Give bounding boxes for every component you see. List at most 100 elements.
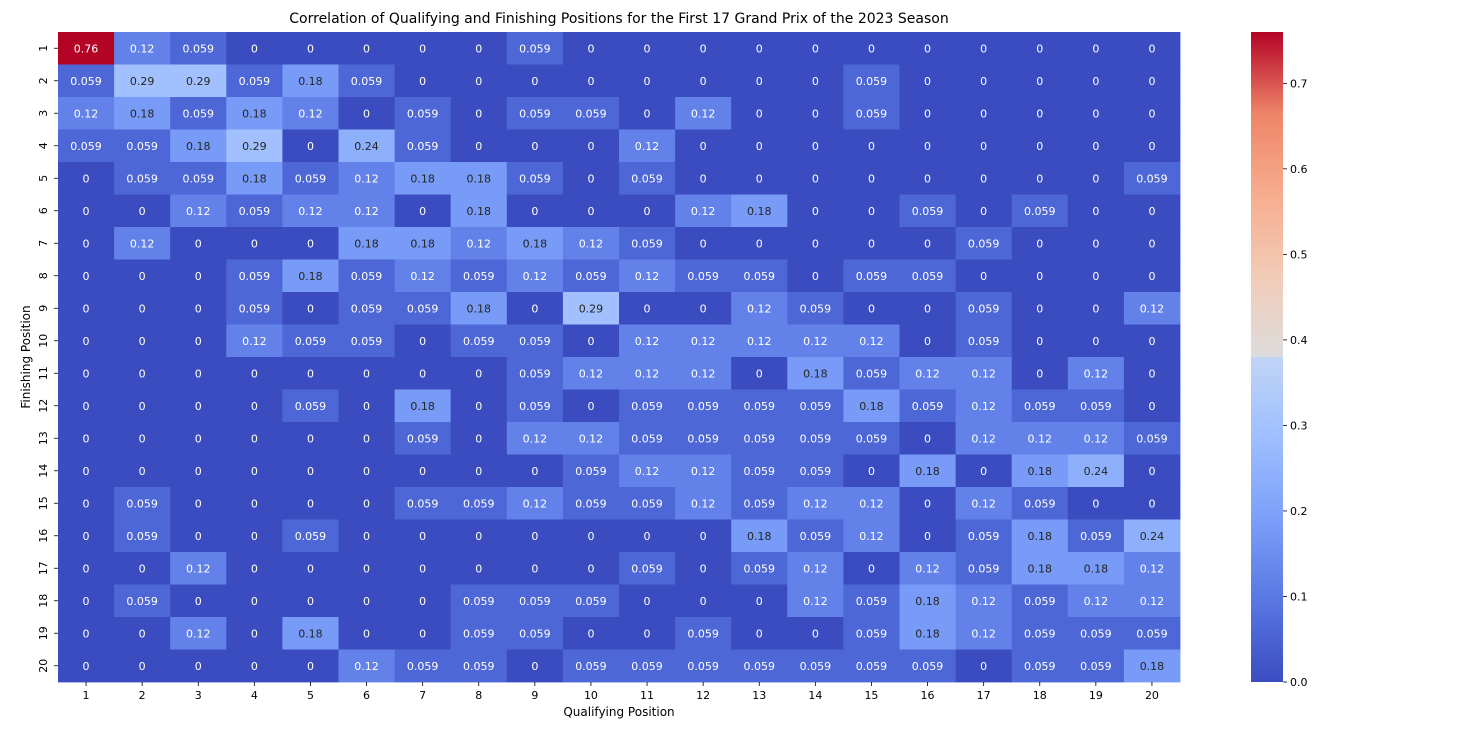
cell-value-label: 0 bbox=[587, 42, 594, 55]
heatmap-cell-labels: 0.76 0.12 0.059 0 0 0 0 0 0.059 0 0 0 0 0 0 0 0 0 0 0 0.059 0… bbox=[70, 42, 1167, 673]
cell-value-label: 0.059 bbox=[463, 335, 495, 348]
cell-value-label: 0 bbox=[1092, 205, 1099, 218]
heatmap-cell bbox=[1011, 422, 1069, 455]
cell-value-label: 0.059 bbox=[856, 270, 888, 283]
heatmap-cell bbox=[843, 454, 900, 488]
heatmap-cell bbox=[899, 64, 956, 98]
y-tick-label: 8 bbox=[37, 272, 50, 279]
cell-value-label: 0 bbox=[419, 530, 426, 543]
cell-value-label: 0 bbox=[587, 205, 594, 218]
heatmap-cell bbox=[170, 519, 227, 553]
heatmap-cell bbox=[787, 227, 844, 260]
heatmap-cell bbox=[58, 519, 115, 553]
cell-value-label: 0 bbox=[531, 205, 538, 218]
cell-value-label: 0.059 bbox=[407, 302, 439, 315]
cell-value-label: 0 bbox=[139, 302, 146, 315]
heatmap-cell bbox=[675, 227, 732, 260]
cell-value-label: 0 bbox=[195, 660, 202, 673]
cell-value-label: 0.12 bbox=[130, 237, 155, 250]
cell-value-label: 0 bbox=[924, 335, 931, 348]
cell-value-label: 0 bbox=[139, 400, 146, 413]
cell-value-label: 0.059 bbox=[800, 302, 832, 315]
heatmap-cell bbox=[394, 97, 452, 130]
heatmap-cell bbox=[170, 227, 227, 260]
heatmap-cell bbox=[506, 129, 564, 163]
cell-value-label: 0 bbox=[531, 562, 538, 575]
heatmap-cell bbox=[282, 129, 339, 163]
cell-value-label: 0 bbox=[1148, 335, 1155, 348]
heatmap-cell bbox=[787, 519, 844, 553]
heatmap-cell bbox=[338, 389, 395, 423]
cell-value-label: 0 bbox=[980, 270, 987, 283]
heatmap-cell bbox=[562, 584, 620, 618]
cell-value-label: 0.12 bbox=[579, 237, 604, 250]
cell-value-label: 0.12 bbox=[1084, 595, 1109, 608]
cell-value-label: 0.18 bbox=[1084, 562, 1109, 575]
cell-value-label: 0 bbox=[1148, 205, 1155, 218]
cell-value-label: 0 bbox=[756, 237, 763, 250]
heatmap-cell bbox=[1067, 389, 1125, 423]
cell-value-label: 0 bbox=[1092, 140, 1099, 153]
cell-value-label: 0.12 bbox=[691, 205, 716, 218]
cell-value-label: 0.059 bbox=[126, 595, 158, 608]
cell-value-label: 0 bbox=[868, 562, 875, 575]
heatmap-cell bbox=[114, 357, 171, 390]
cell-value-label: 0.059 bbox=[744, 400, 776, 413]
heatmap-cell bbox=[58, 129, 115, 163]
heatmap-cell bbox=[1123, 292, 1181, 325]
heatmap-cell bbox=[226, 227, 283, 260]
heatmap-cell bbox=[1011, 519, 1069, 553]
cell-value-label: 0.18 bbox=[242, 107, 267, 120]
cell-value-label: 0 bbox=[363, 400, 370, 413]
heatmap-cell bbox=[170, 32, 227, 65]
heatmap-cell bbox=[170, 617, 227, 650]
y-tick-label: 2 bbox=[37, 77, 50, 84]
heatmap-cell bbox=[114, 194, 171, 228]
heatmap-cell bbox=[114, 649, 171, 683]
cell-value-label: 0.059 bbox=[744, 660, 776, 673]
cell-value-label: 0.18 bbox=[186, 140, 211, 153]
heatmap-cell bbox=[619, 129, 676, 163]
heatmap-cells bbox=[58, 32, 1181, 683]
cell-value-label: 0.059 bbox=[744, 270, 776, 283]
y-tick-label: 12 bbox=[37, 399, 50, 413]
y-tick-label: 13 bbox=[37, 431, 50, 445]
cell-value-label: 0.059 bbox=[800, 530, 832, 543]
cell-value-label: 0 bbox=[195, 270, 202, 283]
cell-value-label: 0.12 bbox=[354, 660, 379, 673]
heatmap-cell bbox=[1067, 64, 1125, 98]
heatmap-cell bbox=[955, 64, 1013, 98]
cell-value-label: 0.059 bbox=[856, 432, 888, 445]
heatmap-cell bbox=[1011, 32, 1069, 65]
cell-value-label: 0 bbox=[980, 465, 987, 478]
heatmap-cell bbox=[731, 64, 788, 98]
cell-value-label: 0 bbox=[587, 172, 594, 185]
cell-value-label: 0.059 bbox=[687, 400, 719, 413]
heatmap-cell bbox=[955, 324, 1013, 358]
heatmap-cell bbox=[731, 97, 788, 130]
x-tick-label: 13 bbox=[752, 689, 766, 702]
heatmap-cell bbox=[450, 422, 508, 455]
heatmap-cell bbox=[1067, 162, 1125, 195]
cell-value-label: 0 bbox=[475, 465, 482, 478]
cell-value-label: 0.12 bbox=[635, 140, 660, 153]
cell-value-label: 0 bbox=[700, 237, 707, 250]
heatmap-cell bbox=[1011, 324, 1069, 358]
heatmap-cell bbox=[114, 617, 171, 650]
cell-value-label: 0.059 bbox=[295, 530, 327, 543]
y-tick-label: 16 bbox=[37, 529, 50, 543]
cell-value-label: 0.12 bbox=[971, 627, 996, 640]
heatmap-cell bbox=[394, 454, 452, 488]
y-tick-label: 3 bbox=[37, 110, 50, 117]
cell-value-label: 0 bbox=[700, 302, 707, 315]
cell-value-label: 0.18 bbox=[859, 400, 884, 413]
cell-value-label: 0.059 bbox=[856, 107, 888, 120]
heatmap-cell bbox=[619, 64, 676, 98]
cell-value-label: 0 bbox=[812, 42, 819, 55]
cell-value-label: 0 bbox=[251, 660, 258, 673]
heatmap-cell bbox=[506, 324, 564, 358]
heatmap-cell bbox=[899, 649, 956, 683]
heatmap-cell bbox=[675, 194, 732, 228]
y-axis-label: Finishing Position bbox=[19, 305, 33, 408]
cell-value-label: 0 bbox=[83, 237, 90, 250]
